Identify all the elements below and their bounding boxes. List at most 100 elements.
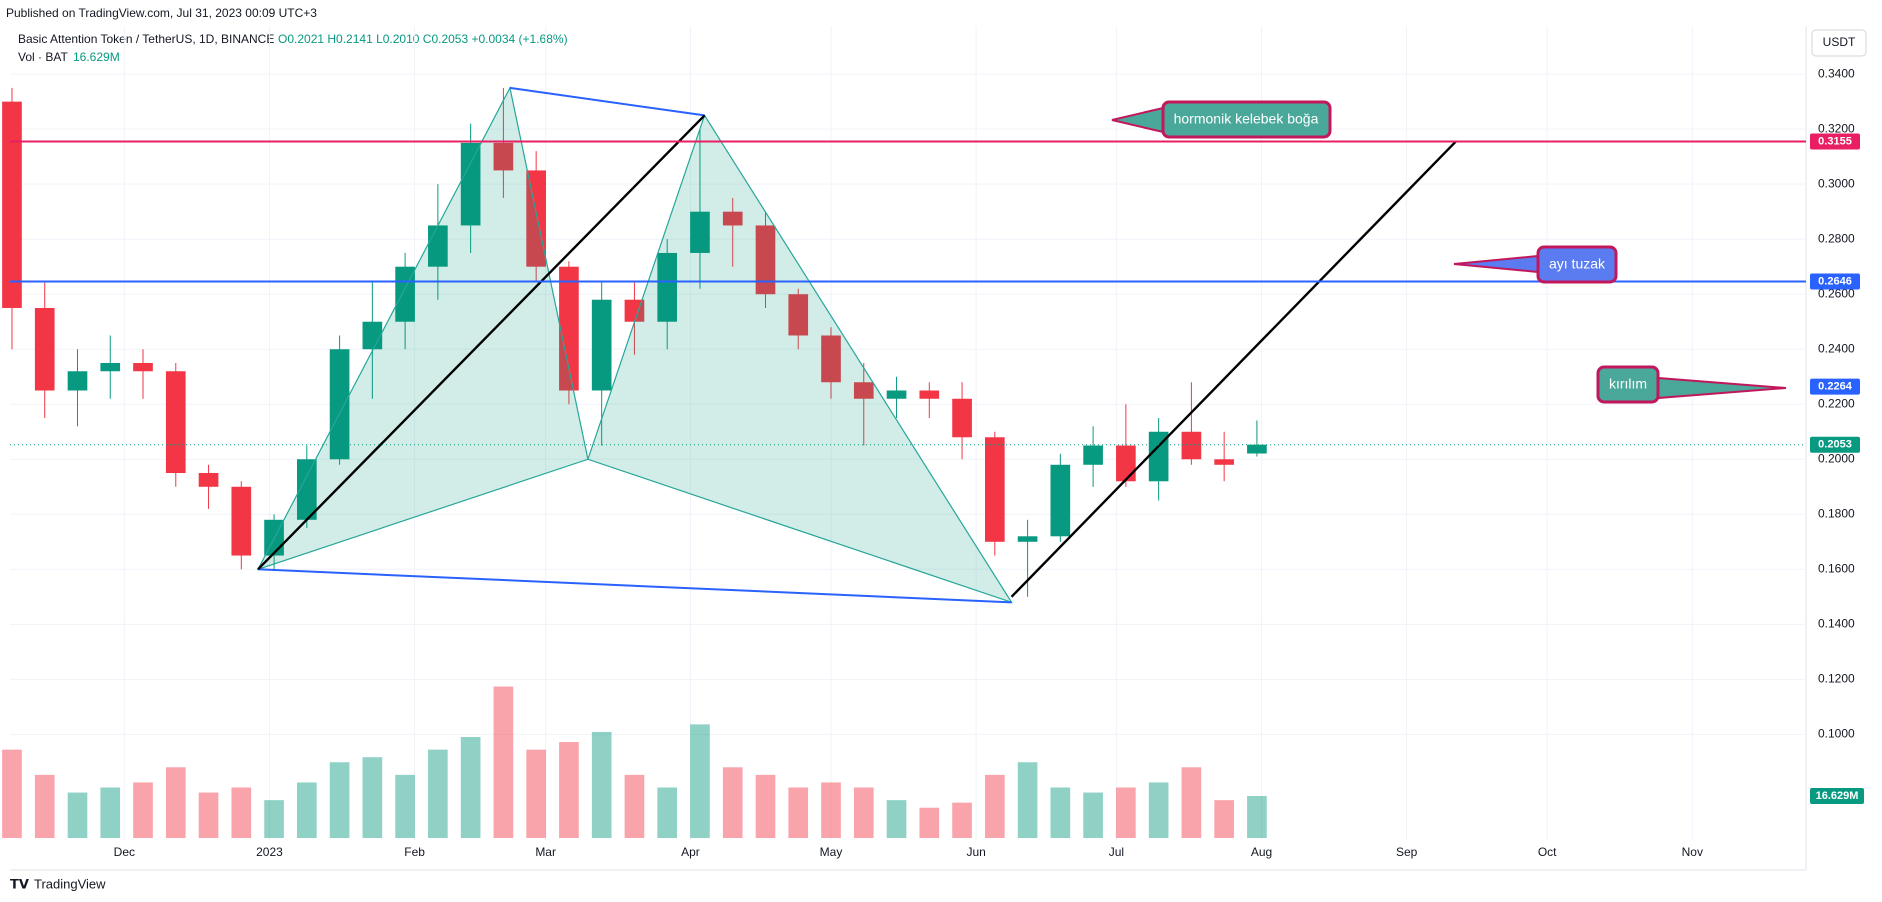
volume-bar [1148, 782, 1169, 838]
volume-bar [591, 731, 612, 838]
y-tick-label: 0.2800 [1818, 231, 1855, 245]
volume-bar [133, 782, 153, 838]
x-tick-label: Dec [114, 845, 135, 859]
x-tick-label: Apr [681, 845, 700, 859]
candle-body [657, 252, 678, 322]
price-tag [1810, 378, 1860, 395]
y-tick-label: 0.3200 [1818, 121, 1855, 135]
volume-bar [1247, 796, 1267, 838]
y-tick-label: 0.1800 [1818, 506, 1855, 520]
volume-bar [100, 787, 121, 838]
price-tag-label: 0.3155 [1818, 135, 1852, 147]
candle-body [919, 390, 940, 399]
y-tick-label: 0.2200 [1818, 396, 1855, 410]
candle-body [526, 170, 546, 267]
volume-bar [788, 787, 809, 838]
candle-body [231, 486, 252, 556]
currency[interactable]: USDT [1823, 35, 1856, 49]
x-tick-label: Oct [1538, 845, 1557, 859]
volume-bar [1083, 792, 1103, 838]
volume-bar [1214, 800, 1234, 838]
volume-bar [34, 774, 55, 838]
pattern-fill [587, 114, 1013, 604]
volume-bar [1017, 762, 1038, 838]
candle-body [853, 382, 874, 399]
callout-pointer [1453, 254, 1539, 274]
price-tag [1810, 436, 1860, 453]
candle-body [296, 459, 317, 520]
volume-bar [395, 774, 415, 838]
volume-tag [1810, 788, 1864, 805]
volume-bar [198, 792, 219, 838]
x-tick-label: Sep [1396, 845, 1418, 859]
volume-bar [853, 787, 874, 838]
volume-bar [559, 742, 579, 838]
candle-body [329, 349, 350, 460]
candle-body [34, 307, 55, 391]
candle-body [788, 294, 809, 336]
vol-name: Vol · BAT [18, 50, 68, 64]
candle-body [395, 266, 415, 322]
volume-bar [428, 749, 448, 838]
volume-tag-label: 16.629M [1816, 790, 1859, 802]
candle-body [1181, 431, 1202, 460]
annotation: hormonik kelebek boğa [1174, 111, 1319, 127]
candle-body [690, 211, 710, 253]
candle-body [460, 142, 481, 226]
volume-bar [460, 737, 481, 838]
candle-body [821, 335, 841, 383]
candle-body [1214, 459, 1234, 465]
candle-body [886, 390, 907, 399]
symbol: Basic Attention Token / TetherUS, 1D, BI… [18, 32, 274, 46]
candle-body [984, 437, 1005, 542]
volume-bar [722, 767, 743, 838]
candle-body [1247, 444, 1267, 454]
price-tag [1810, 273, 1860, 290]
annotation: ayı tuzak [1549, 256, 1606, 272]
price-tag [1810, 133, 1860, 150]
y-tick-label: 0.1000 [1818, 727, 1855, 741]
candle-body [1017, 536, 1038, 542]
candle-body [67, 371, 88, 391]
trend-line [1010, 140, 1457, 598]
volume-bar [264, 800, 284, 838]
published: Published on TradingView.com, Jul 31, 20… [6, 6, 317, 20]
pattern-fill [256, 86, 589, 571]
x-tick-label: Feb [404, 845, 425, 859]
x-tick-label: 2023 [256, 845, 283, 859]
volume-bar [1181, 767, 1202, 838]
y-tick-label: 0.3400 [1818, 66, 1855, 80]
currency-button[interactable] [1811, 29, 1867, 57]
y-tick-label: 0.1200 [1818, 672, 1855, 686]
candle-body [559, 266, 579, 391]
callout-pointer [1111, 106, 1164, 134]
candle-body [591, 299, 612, 391]
candle-body [722, 211, 743, 226]
volume-bar [329, 762, 350, 838]
candle-body [493, 142, 514, 171]
ohlc: O0.2021 H0.2141 L0.2010 C0.2053 +0.0034 … [278, 32, 568, 46]
x-tick-label: Aug [1251, 845, 1272, 859]
callout [1536, 245, 1618, 284]
volume-bar [690, 724, 710, 838]
callout [1161, 100, 1332, 139]
volume-bar [919, 807, 940, 838]
price-tag-label: 0.2264 [1818, 381, 1853, 393]
brand-logo: 𝗧𝗩 [10, 876, 29, 891]
volume-bar [526, 749, 546, 838]
volume-bar [362, 757, 383, 838]
pattern-edge [257, 568, 1012, 604]
candle-body [1050, 464, 1071, 537]
volume-bar [624, 774, 645, 838]
volume-bar [984, 774, 1005, 838]
candle-body [1116, 445, 1136, 482]
volume-bar [952, 802, 972, 838]
x-tick-label: Mar [535, 845, 556, 859]
x-tick-label: Nov [1682, 845, 1703, 859]
candle-body [133, 362, 153, 372]
volume-bar [493, 686, 514, 838]
candle-body [198, 473, 219, 487]
pattern-edge [509, 86, 705, 117]
candle-body [165, 371, 186, 474]
